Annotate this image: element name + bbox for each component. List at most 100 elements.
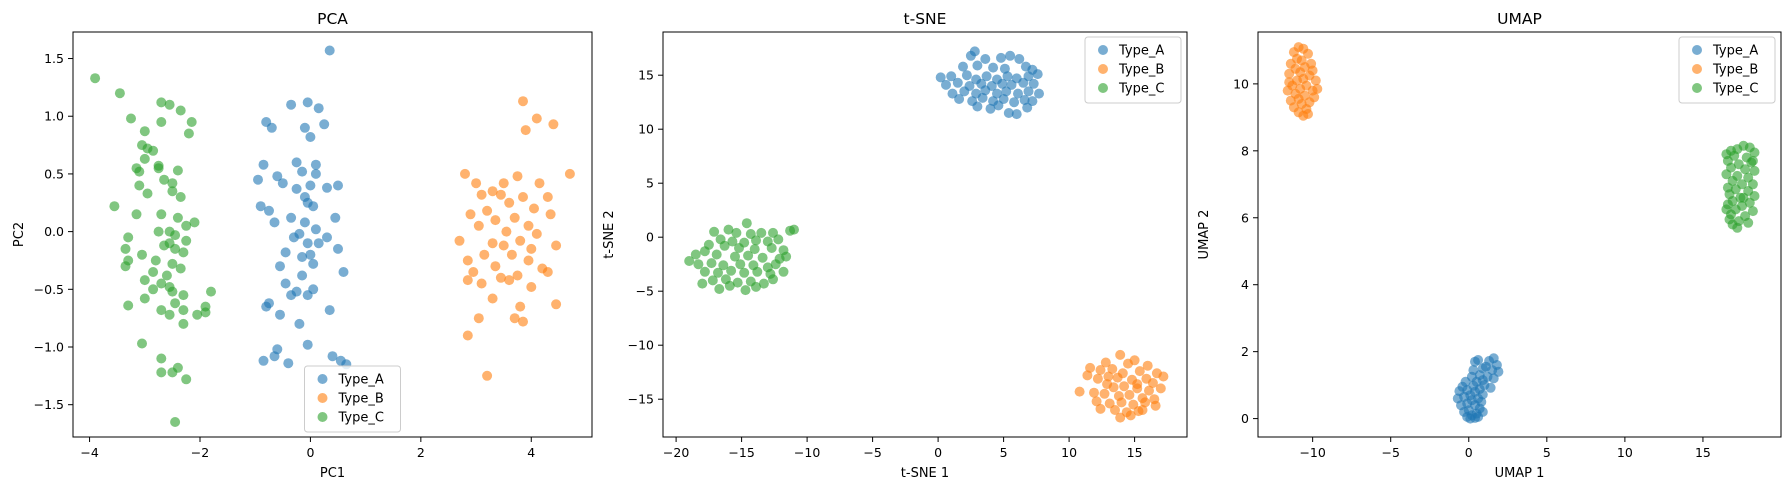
x-tick-label: −15 — [728, 445, 754, 460]
point — [482, 205, 493, 216]
point — [170, 243, 181, 254]
point — [275, 309, 285, 320]
point — [1013, 88, 1023, 99]
point — [509, 313, 520, 324]
x-tick-label: 0 — [934, 445, 942, 460]
point — [134, 166, 145, 177]
point — [706, 258, 717, 269]
point — [697, 278, 708, 289]
point — [1115, 412, 1126, 423]
point — [1747, 206, 1758, 217]
point — [310, 224, 321, 235]
series-Type_A — [253, 45, 352, 370]
point — [727, 236, 738, 247]
point — [952, 77, 963, 88]
panel-3: −10 −5 0 5 10 15 0 2 4 6 8 10 UMAP UMAP 1 UMAP 2 Type_A… — [1197, 10, 1782, 481]
x-tick-label: 10 — [1061, 445, 1077, 460]
point — [743, 250, 754, 261]
point — [1110, 405, 1120, 415]
point — [167, 286, 178, 297]
panel-1: −4 −2 0 2 4 −1.5 −1.0 −0.5 0.0 0.5 1.0 1.5 PCA PC1 PC2… — [12, 10, 593, 481]
point — [156, 353, 167, 364]
point — [495, 189, 506, 200]
point — [1284, 77, 1295, 88]
point — [739, 267, 750, 278]
point — [322, 232, 332, 243]
x-tick-label: 0 — [306, 445, 314, 460]
point — [1134, 366, 1145, 377]
y-tick-label: −0.5 — [34, 282, 64, 297]
point — [1115, 349, 1126, 360]
legend-box — [1678, 36, 1776, 104]
legend-label: Type_B — [338, 392, 384, 407]
point — [305, 249, 316, 260]
point — [1738, 192, 1749, 203]
point — [699, 266, 710, 277]
points-layer — [1282, 42, 1760, 424]
x-axis-label: PC1 — [320, 466, 345, 481]
point — [153, 163, 164, 174]
point — [333, 180, 343, 191]
point — [1095, 403, 1106, 414]
points-layer — [90, 45, 575, 427]
point — [980, 54, 991, 64]
point — [724, 280, 735, 291]
point — [134, 180, 145, 191]
point — [156, 305, 167, 316]
point — [523, 255, 534, 266]
legend-marker — [1098, 64, 1108, 74]
point — [1137, 405, 1148, 415]
legend: Type_A Type_B Type_C — [304, 365, 401, 433]
point — [961, 70, 972, 81]
point — [454, 235, 465, 246]
point — [487, 238, 498, 249]
point — [109, 201, 120, 212]
point — [1125, 410, 1136, 421]
point — [302, 290, 313, 301]
legend-label: Type_A — [1118, 44, 1164, 59]
point — [490, 261, 501, 272]
point — [735, 259, 746, 270]
point — [1312, 83, 1323, 94]
y-tick-label: 8 — [1241, 143, 1249, 158]
point — [551, 240, 562, 251]
y-tick-label: 2 — [1241, 344, 1249, 359]
point — [482, 370, 493, 381]
plot-frame — [662, 31, 1188, 438]
point — [156, 117, 167, 127]
legend-marker — [1692, 45, 1702, 55]
point — [1091, 396, 1102, 407]
legend: Type_A Type_B Type_C — [1084, 36, 1182, 104]
point — [153, 226, 164, 237]
point — [338, 267, 349, 277]
point — [713, 267, 723, 278]
point — [501, 226, 512, 237]
point — [542, 267, 553, 277]
point — [1465, 413, 1476, 424]
point — [476, 278, 487, 289]
y-tick-label: 10 — [1233, 76, 1249, 91]
point — [526, 243, 537, 254]
point — [981, 71, 992, 82]
legend-marker — [1098, 45, 1108, 55]
series-Type_A — [1452, 353, 1504, 424]
point — [1032, 69, 1043, 80]
point — [1009, 97, 1020, 108]
point — [714, 284, 725, 294]
point — [310, 159, 321, 170]
point — [719, 240, 730, 251]
point — [751, 235, 761, 246]
x-axis-label: UMAP 1 — [1495, 466, 1545, 481]
point — [996, 52, 1006, 63]
plot-frame — [1257, 31, 1782, 438]
point — [490, 215, 501, 226]
point — [518, 316, 528, 327]
point — [487, 293, 498, 304]
legend-label: Type_B — [1118, 63, 1164, 78]
point — [172, 212, 183, 223]
x-tick-label: 15 — [1695, 445, 1711, 460]
point — [1095, 365, 1106, 375]
point — [723, 224, 734, 235]
legend-marker — [1098, 83, 1108, 93]
